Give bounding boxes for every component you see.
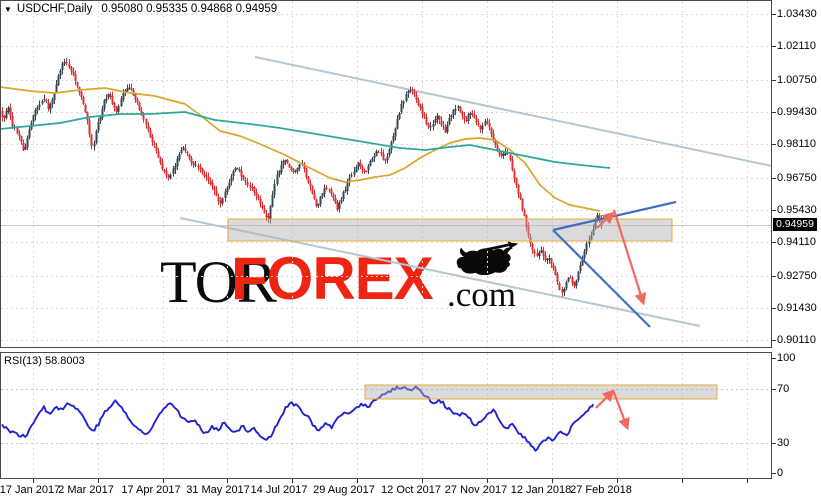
rsi-axis-label: 70: [777, 383, 790, 395]
watermark-tor: TOR: [160, 249, 277, 315]
watermark-com: .com: [447, 275, 517, 314]
trend-channel-lines: [179, 56, 771, 327]
rsi-axis-label: 30: [777, 437, 790, 449]
axis-ticks: [33, 14, 776, 483]
price-axis-label: 0.91430: [777, 302, 817, 314]
price-axis-label: 1.02110: [777, 40, 816, 52]
rsi-axis-label: 100: [777, 352, 796, 364]
price-axis-label: 0.98110: [777, 138, 816, 150]
price-axis-label: 1.03430: [777, 8, 817, 20]
price-axis-label: 0.99430: [777, 106, 817, 118]
support-zone: [227, 218, 673, 242]
time-axis-label: 14 Jul 2017: [250, 484, 308, 496]
time-axis-label: 2 Mar 2017: [58, 484, 114, 496]
current-price-tag: 0.94959: [773, 218, 817, 231]
main-panel-border: [0, 0, 772, 348]
price-axis-label: 0.94110: [777, 236, 816, 248]
price-axis-label: 0.95430: [777, 204, 817, 216]
ma-slow-line: [1, 111, 611, 169]
time-axis-label: 27 Nov 2017: [444, 484, 508, 496]
time-axis-label: 17 Apr 2017: [121, 484, 181, 496]
time-axis-label: 12 Jan 2018: [510, 484, 572, 496]
price-axis-label: 0.92750: [777, 270, 817, 282]
rsi-panel-border: [0, 352, 772, 479]
ma-fast-line: [1, 86, 601, 212]
time-axis-label: 29 Aug 2017: [313, 484, 375, 496]
time-axis-label: 31 May 2017: [186, 484, 250, 496]
price-axis-label: 1.00750: [777, 74, 817, 86]
price-axis-label: 0.90110: [777, 334, 816, 346]
time-axis-label: 27 Feb 2018: [570, 484, 632, 496]
symbol-timeframe-label: USDCHF,Daily: [16, 3, 93, 15]
bull-icon: [456, 241, 519, 275]
rsi-overbought-zone: [364, 384, 718, 400]
rsi-indicator-label: RSI(13) 58.8003: [4, 355, 85, 367]
forecast-arrows: [595, 209, 647, 431]
chart-title-bar: ▼ USDCHF,Daily 0.95080 0.95335 0.94868 0…: [4, 3, 277, 15]
watermark-forex: FOREX: [231, 245, 434, 312]
time-axis-label: 17 Jan 2017: [0, 484, 61, 496]
time-axis-label: 12 Oct 2017: [381, 484, 441, 496]
grid: [1, 1, 771, 478]
dropdown-caret-icon: ▼: [4, 4, 12, 14]
candles-series: [1, 58, 603, 297]
price-axis-label: 0.96750: [777, 172, 817, 184]
rsi-axis-label: 0: [777, 467, 784, 479]
rsi-line: [1, 385, 594, 452]
ohlc-quote-values: 0.95080 0.95335 0.94868 0.94959: [101, 3, 278, 15]
